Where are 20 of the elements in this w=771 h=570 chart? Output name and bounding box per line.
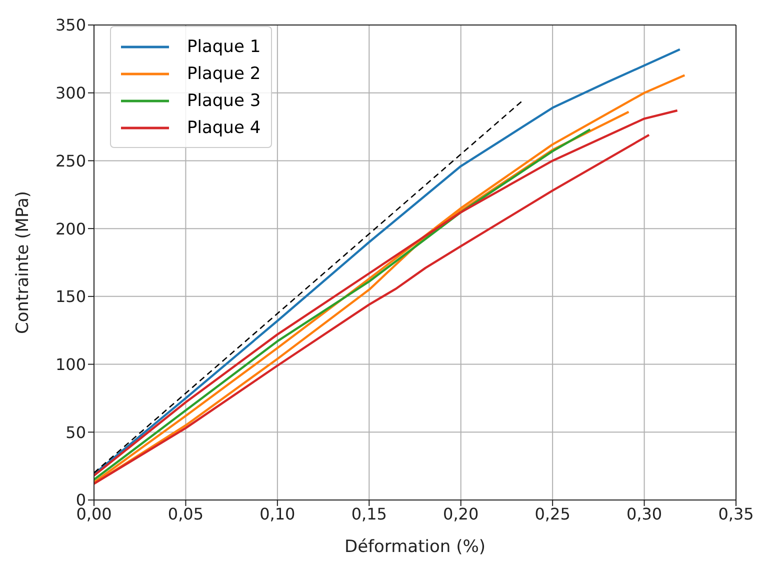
x-tick-label: 0,10 xyxy=(260,504,296,524)
y-tick-label: 300 xyxy=(55,84,86,103)
legend-label: Plaque 1 xyxy=(187,36,261,56)
y-tick-label: 350 xyxy=(55,16,86,35)
legend-label: Plaque 2 xyxy=(187,64,261,84)
legend-label: Plaque 3 xyxy=(187,90,261,110)
y-tick-label: 100 xyxy=(55,354,86,374)
x-tick-label: 0,30 xyxy=(626,504,662,524)
y-tick-label: 150 xyxy=(55,287,86,306)
x-tick-label: 0,15 xyxy=(351,504,387,524)
y-tick-label: 50 xyxy=(66,422,86,442)
legend-label: Plaque 4 xyxy=(187,118,261,138)
y-tick-label: 200 xyxy=(55,219,86,238)
x-tick-label: 0,20 xyxy=(443,504,479,524)
x-axis-title: Déformation (%) xyxy=(344,537,486,557)
x-tick-label: 0,35 xyxy=(718,504,754,524)
y-axis-title: Contrainte (MPa) xyxy=(13,191,34,334)
y-tick-label: 250 xyxy=(55,151,86,170)
x-tick-label: 0,05 xyxy=(168,504,204,524)
x-tick-label: 0,25 xyxy=(534,504,570,524)
